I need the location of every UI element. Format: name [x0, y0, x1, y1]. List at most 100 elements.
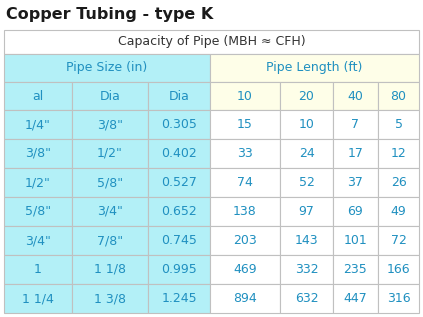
- Bar: [280, 168, 333, 197]
- Bar: [210, 284, 280, 313]
- Bar: [0, 0, 423, 30]
- Bar: [210, 82, 280, 110]
- Text: Capacity of Pipe (MBH ≈ CFH): Capacity of Pipe (MBH ≈ CFH): [118, 36, 305, 49]
- Text: 26: 26: [390, 176, 407, 189]
- Bar: [4, 226, 72, 255]
- Text: 0.652: 0.652: [161, 205, 197, 218]
- Text: 12: 12: [390, 147, 407, 160]
- Bar: [4, 168, 72, 197]
- Text: 5/8": 5/8": [25, 205, 51, 218]
- Text: al: al: [33, 89, 44, 102]
- Text: 69: 69: [348, 205, 363, 218]
- Text: 0.995: 0.995: [161, 263, 197, 276]
- Text: 10: 10: [299, 118, 314, 131]
- Bar: [148, 255, 210, 284]
- Bar: [333, 139, 378, 168]
- Bar: [72, 139, 148, 168]
- Text: 49: 49: [390, 205, 407, 218]
- Bar: [148, 110, 210, 139]
- Text: 3/8": 3/8": [25, 147, 51, 160]
- Bar: [72, 284, 148, 313]
- Text: 10: 10: [237, 89, 253, 102]
- Text: 7/8": 7/8": [97, 234, 123, 247]
- Text: 1 1/4: 1 1/4: [22, 292, 54, 305]
- Text: 3/4": 3/4": [97, 205, 123, 218]
- Text: 316: 316: [387, 292, 410, 305]
- Bar: [333, 110, 378, 139]
- Text: 5/8": 5/8": [97, 176, 123, 189]
- Text: 1/4": 1/4": [25, 118, 51, 131]
- Text: 469: 469: [233, 263, 257, 276]
- Bar: [72, 226, 148, 255]
- Text: 0.402: 0.402: [161, 147, 197, 160]
- Bar: [4, 284, 72, 313]
- Text: 40: 40: [348, 89, 363, 102]
- Bar: [333, 82, 378, 110]
- Text: 1/2": 1/2": [97, 147, 123, 160]
- Text: 203: 203: [233, 234, 257, 247]
- Bar: [280, 255, 333, 284]
- Bar: [378, 110, 419, 139]
- Text: 17: 17: [348, 147, 363, 160]
- Bar: [4, 197, 72, 226]
- Bar: [72, 255, 148, 284]
- Bar: [378, 255, 419, 284]
- Text: 1.245: 1.245: [161, 292, 197, 305]
- Bar: [148, 284, 210, 313]
- Bar: [333, 168, 378, 197]
- Bar: [210, 168, 280, 197]
- Text: 1 3/8: 1 3/8: [94, 292, 126, 305]
- Text: 24: 24: [299, 147, 314, 160]
- Text: 632: 632: [295, 292, 319, 305]
- Bar: [333, 284, 378, 313]
- Text: 37: 37: [348, 176, 363, 189]
- Bar: [210, 139, 280, 168]
- Bar: [378, 168, 419, 197]
- Bar: [72, 82, 148, 110]
- Bar: [333, 255, 378, 284]
- Text: 5: 5: [395, 118, 403, 131]
- Bar: [148, 139, 210, 168]
- Bar: [280, 226, 333, 255]
- Text: Copper Tubing - type K: Copper Tubing - type K: [6, 8, 213, 23]
- Bar: [148, 226, 210, 255]
- Text: 1: 1: [34, 263, 42, 276]
- Text: 3/4": 3/4": [25, 234, 51, 247]
- Text: 3/8": 3/8": [97, 118, 123, 131]
- Bar: [148, 168, 210, 197]
- Bar: [210, 110, 280, 139]
- Bar: [378, 226, 419, 255]
- Text: 72: 72: [390, 234, 407, 247]
- Text: 15: 15: [237, 118, 253, 131]
- Text: Dia: Dia: [168, 89, 190, 102]
- Text: 0.745: 0.745: [161, 234, 197, 247]
- Bar: [280, 110, 333, 139]
- Bar: [378, 284, 419, 313]
- Text: 33: 33: [237, 147, 253, 160]
- Bar: [280, 284, 333, 313]
- Bar: [333, 226, 378, 255]
- Bar: [280, 82, 333, 110]
- Bar: [4, 30, 419, 54]
- Text: 7: 7: [352, 118, 360, 131]
- Text: 1/2": 1/2": [25, 176, 51, 189]
- Text: Dia: Dia: [99, 89, 121, 102]
- Text: 0.527: 0.527: [161, 176, 197, 189]
- Text: Pipe Size (in): Pipe Size (in): [66, 61, 148, 74]
- Bar: [72, 197, 148, 226]
- Bar: [148, 82, 210, 110]
- Bar: [148, 197, 210, 226]
- Text: 894: 894: [233, 292, 257, 305]
- Bar: [4, 255, 72, 284]
- Text: 74: 74: [237, 176, 253, 189]
- Text: 235: 235: [343, 263, 367, 276]
- Bar: [333, 197, 378, 226]
- Text: 101: 101: [343, 234, 367, 247]
- Bar: [378, 82, 419, 110]
- Bar: [378, 197, 419, 226]
- Text: 1 1/8: 1 1/8: [94, 263, 126, 276]
- Bar: [4, 82, 72, 110]
- Bar: [72, 168, 148, 197]
- Text: 80: 80: [390, 89, 407, 102]
- Bar: [280, 139, 333, 168]
